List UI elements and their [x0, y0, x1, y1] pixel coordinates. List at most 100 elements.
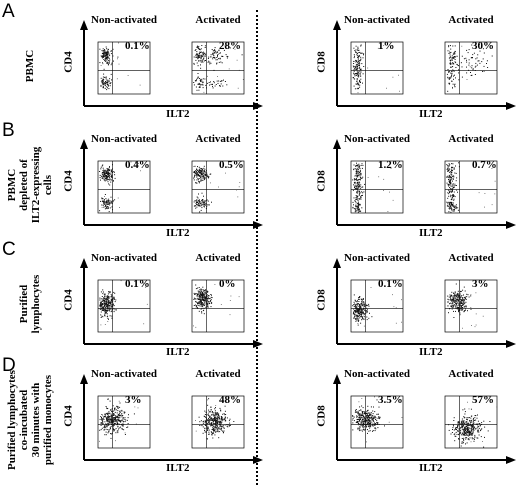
dot-plot-frame — [97, 279, 151, 333]
quadrant-percent: 57% — [472, 394, 495, 406]
panel-title: Activated — [195, 368, 241, 380]
panel-title: Non-activated — [91, 368, 157, 380]
panel-title: Non-activated — [344, 252, 410, 264]
dot-plot-frame — [350, 279, 404, 333]
row-label-line: co-incubated — [18, 389, 30, 451]
row-label-line: depleted of — [18, 159, 30, 211]
quadrant-percent: 0.1% — [125, 40, 150, 52]
event-dots — [446, 162, 496, 213]
panel-title: Non-activated — [91, 133, 157, 145]
quadrant-percent: 3% — [125, 394, 142, 406]
dot-plot-frame — [191, 160, 245, 214]
y-axis-label: CD4 — [62, 405, 75, 427]
event-dots — [447, 283, 484, 329]
panel-title: Non-activated — [344, 133, 410, 145]
x-axis-label: ILT2 — [166, 108, 190, 120]
quadrant-percent: 1% — [378, 40, 395, 52]
panel-letter-C: C — [2, 239, 16, 260]
x-axis-label: ILT2 — [166, 346, 190, 358]
dot-plot-frame — [444, 395, 498, 449]
y-axis-arrow — [80, 258, 88, 268]
x-axis-label: ILT2 — [419, 108, 443, 120]
panel-title: Activated — [195, 133, 241, 145]
panel-letter-A: A — [2, 1, 15, 22]
panel-letter-B: B — [2, 120, 15, 141]
x-axis-arrow — [506, 221, 516, 229]
quadrant-percent: 0.5% — [219, 159, 244, 171]
quadrant-percent: 48% — [219, 394, 242, 406]
x-axis-arrow — [506, 456, 516, 464]
panel-title: Non-activated — [344, 14, 410, 26]
event-dots — [193, 45, 244, 93]
event-dots — [352, 44, 400, 95]
event-dots — [99, 280, 148, 326]
x-axis-label: ILT2 — [166, 227, 190, 239]
dot-plot-frame — [444, 279, 498, 333]
group-divider — [256, 10, 258, 485]
x-axis-label: ILT2 — [419, 346, 443, 358]
y-axis-label: CD8 — [315, 51, 328, 73]
quadrant-percent: 3% — [472, 278, 489, 290]
x-axis-arrow — [253, 221, 263, 229]
x-axis-arrow — [253, 102, 263, 110]
y-axis-arrow — [333, 139, 341, 149]
row-label-line: PBMC — [24, 49, 36, 83]
quadrant-percent: 0.1% — [125, 278, 150, 290]
y-axis-label: CD8 — [315, 170, 328, 192]
dot-plot-frame — [350, 41, 404, 95]
panel-letter-D: D — [2, 355, 16, 376]
dot-plot-frame — [444, 160, 498, 214]
dot-plot-frame — [350, 395, 404, 449]
y-axis-label: CD4 — [62, 51, 75, 73]
row-label-line: ILT2-expressing — [30, 146, 42, 224]
panel-title: Activated — [195, 14, 241, 26]
quadrant-percent: 0.7% — [472, 159, 497, 171]
panel-title: Activated — [448, 368, 494, 380]
row-label-line: PBMC — [6, 168, 18, 202]
row-label-A: PBMC — [24, 16, 36, 116]
y-axis-arrow — [80, 20, 88, 30]
dot-plot-frame — [191, 41, 245, 95]
y-axis-label: CD4 — [62, 170, 75, 192]
y-axis-arrow — [333, 374, 341, 384]
y-axis-arrow — [80, 139, 88, 149]
event-dots — [352, 396, 403, 443]
dot-plot-frame — [350, 160, 404, 214]
quadrant-percent: 0.4% — [125, 159, 150, 171]
row-label-line: Purified — [18, 284, 30, 324]
row-label-line: 30 minutes with — [30, 382, 42, 458]
row-label-line: Purified lymphocytes — [6, 370, 18, 470]
dot-plot-frame — [97, 41, 151, 95]
quadrant-percent: 1.2% — [378, 159, 403, 171]
x-axis-arrow — [253, 340, 263, 348]
event-dots — [99, 398, 139, 442]
row-label-line: purified monocytes — [42, 374, 54, 466]
y-axis-label: CD4 — [62, 289, 75, 311]
row-label-D: Purified lymphocytes co-incubated 30 minut… — [6, 370, 54, 470]
row-label-B: PBMC depleted of ILT2-expressing cells — [6, 135, 54, 235]
y-axis-arrow — [333, 258, 341, 268]
row-label-line: lymphocytes — [30, 274, 42, 334]
panel-title: Activated — [195, 252, 241, 264]
y-axis-label: CD8 — [315, 405, 328, 427]
event-dots — [446, 42, 493, 92]
dot-plot-frame — [191, 279, 245, 333]
x-axis-label: ILT2 — [419, 462, 443, 474]
panel-title: Activated — [448, 133, 494, 145]
x-axis-arrow — [506, 102, 516, 110]
y-axis-label: CD8 — [315, 289, 328, 311]
quadrant-percent: 30% — [472, 40, 495, 52]
event-dots — [195, 398, 235, 449]
dot-plot-frame — [191, 395, 245, 449]
dot-plot-frame — [97, 160, 151, 214]
quadrant-percent: 28% — [219, 40, 242, 52]
x-axis-arrow — [253, 456, 263, 464]
quadrant-percent: 0.1% — [378, 278, 403, 290]
row-label-line: cells — [42, 174, 54, 196]
x-axis-arrow — [506, 340, 516, 348]
panel-title: Non-activated — [344, 368, 410, 380]
event-dots — [193, 284, 240, 328]
event-dots — [99, 161, 141, 213]
panel-title: Activated — [448, 252, 494, 264]
